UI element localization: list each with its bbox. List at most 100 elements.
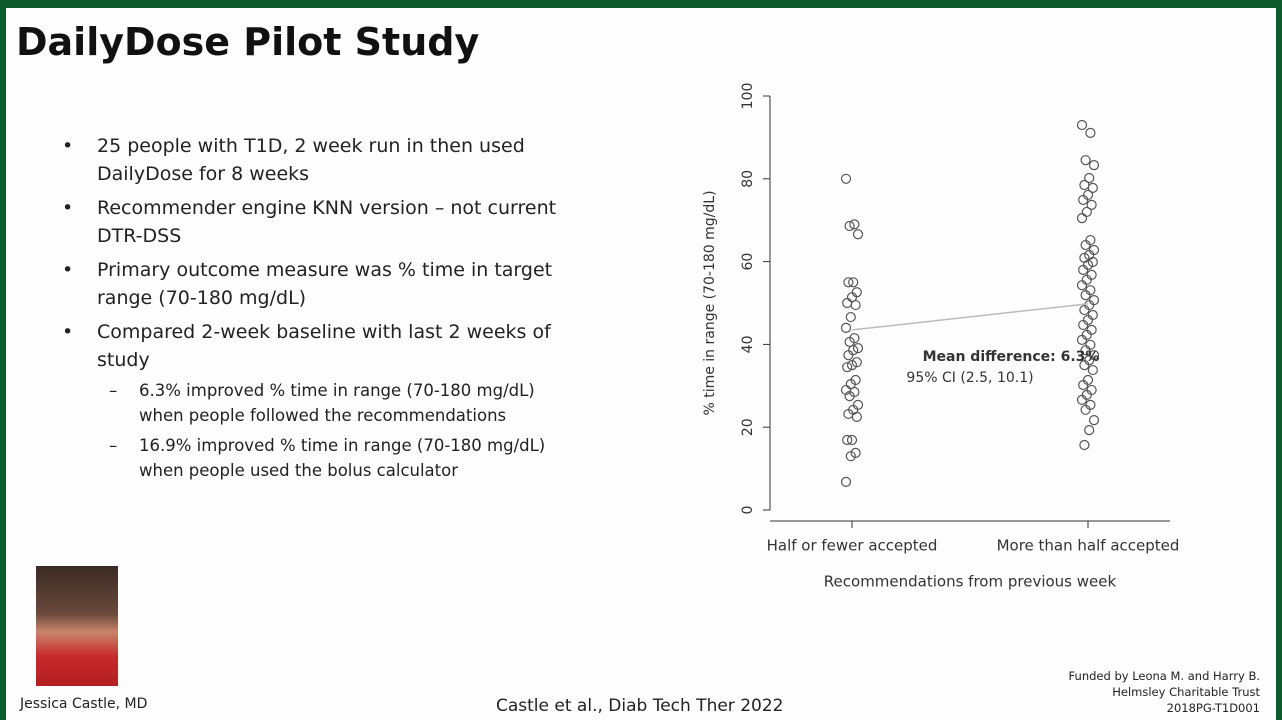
- data-point: [1087, 309, 1098, 321]
- data-point: [842, 434, 853, 446]
- funding-line: Helmsley Charitable Trust: [1112, 685, 1260, 699]
- presenter-photo: [36, 566, 118, 686]
- bullet: Recommender engine KNN version – not cur…: [62, 194, 562, 250]
- data-point: [1087, 182, 1098, 194]
- data-point: [1084, 299, 1095, 311]
- bullet-text: Compared 2-week baseline with last 2 wee…: [97, 321, 551, 371]
- data-point: [1084, 424, 1095, 436]
- data-point: [1079, 360, 1090, 371]
- data-point: [1078, 379, 1089, 391]
- data-point: [1078, 264, 1089, 275]
- data-point: [1079, 179, 1090, 191]
- data-point: [1079, 304, 1090, 316]
- data-point: [1085, 339, 1096, 350]
- data-point: [1085, 234, 1096, 246]
- sub-bullet-list: 6.3% improved % time in range (70-180 mg…: [97, 378, 577, 483]
- data-point: [842, 297, 853, 309]
- data-point: [1088, 415, 1100, 426]
- bullet-text: 25 people with T1D, 2 week run in then u…: [97, 135, 525, 185]
- funding: Funded by Leona M. and Harry B. Helmsley…: [1069, 668, 1260, 716]
- y-tick-label: 0: [740, 506, 756, 515]
- data-point: [840, 173, 852, 184]
- data-point: [1082, 374, 1094, 386]
- data-point: [1086, 199, 1097, 210]
- data-point: [1086, 269, 1097, 280]
- slide-title: DailyDose Pilot Study: [16, 20, 480, 64]
- funding-line: 2018PG-T1D001: [1166, 701, 1260, 715]
- data-point: [1078, 194, 1089, 206]
- data-point: [840, 476, 852, 487]
- data-point: [1080, 290, 1091, 301]
- data-point: [843, 277, 854, 288]
- data-point: [1076, 334, 1088, 345]
- data-point: [1080, 239, 1091, 251]
- data-point: [845, 451, 856, 462]
- data-point: [1076, 394, 1088, 405]
- data-point: [844, 391, 855, 402]
- data-point: [1080, 155, 1091, 166]
- data-point: [1086, 384, 1097, 396]
- sub-bullet-text: 16.9% improved % time in range (70-180 m…: [139, 436, 546, 480]
- data-point: [844, 336, 855, 348]
- data-point: [1079, 439, 1090, 451]
- x-tick-label: Half or fewer accepted: [767, 537, 938, 555]
- data-point: [1088, 244, 1100, 256]
- bullet: Primary outcome measure was % time in ta…: [62, 256, 562, 312]
- data-point: [1076, 119, 1088, 131]
- data-point: [1080, 404, 1091, 415]
- data-point: [852, 229, 864, 240]
- data-point: [1087, 364, 1098, 376]
- data-point: [1081, 389, 1092, 401]
- data-point: [1086, 324, 1097, 336]
- y-axis-label: % time in range (70-180 mg/dL): [702, 190, 718, 415]
- data-point: [848, 277, 859, 288]
- slide: DailyDose Pilot Study 25 people with T1D…: [6, 8, 1276, 720]
- data-point: [1081, 329, 1092, 340]
- sub-bullet-text: 6.3% improved % time in range (70-180 mg…: [139, 381, 535, 425]
- y-tick-label: 40: [740, 335, 756, 353]
- data-point: [1088, 295, 1100, 306]
- y-tick-label: 100: [740, 83, 756, 110]
- data-point: [1088, 160, 1100, 171]
- data-point: [1080, 345, 1091, 356]
- data-point: [1081, 274, 1092, 285]
- data-point: [852, 343, 864, 354]
- data-point: [843, 350, 854, 361]
- sub-bullet: 6.3% improved % time in range (70-180 mg…: [97, 378, 577, 428]
- bullet-text: Primary outcome measure was % time in ta…: [97, 259, 553, 309]
- data-point: [1085, 285, 1096, 296]
- presenter-name: Jessica Castle, MD: [20, 696, 148, 712]
- data-point: [1076, 213, 1088, 224]
- x-tick-label: More than half accepted: [997, 537, 1180, 555]
- bullet: 25 people with T1D, 2 week run in then u…: [62, 132, 562, 188]
- y-tick-label: 80: [740, 170, 756, 188]
- y-tick-label: 60: [740, 253, 756, 271]
- data-point: [849, 219, 860, 230]
- bullet-list: 25 people with T1D, 2 week run in then u…: [62, 132, 562, 489]
- data-point: [851, 411, 862, 422]
- data-point: [845, 311, 856, 323]
- data-point: [1085, 399, 1096, 410]
- x-axis-label: Recommendations from previous week: [824, 573, 1117, 591]
- data-point: [846, 434, 858, 446]
- data-point: [1078, 319, 1089, 331]
- y-tick-label: 20: [740, 418, 756, 436]
- funding-line: Funded by Leona M. and Harry B.: [1068, 669, 1260, 683]
- data-point: [851, 287, 862, 298]
- data-point: [1076, 280, 1088, 291]
- annotation-ci: 95% CI (2.5, 10.1): [906, 370, 1033, 386]
- data-point: [846, 360, 858, 371]
- sub-bullet: 16.9% improved % time in range (70-180 m…: [97, 433, 577, 483]
- data-point: [1082, 189, 1094, 201]
- data-point: [1085, 127, 1096, 138]
- data-point: [844, 220, 855, 232]
- data-point: [1084, 172, 1095, 184]
- data-point: [840, 322, 852, 333]
- citation: Castle et al., Diab Tech Ther 2022: [496, 696, 784, 716]
- data-point: [852, 399, 864, 410]
- bullet-text: Recommender engine KNN version – not cur…: [97, 197, 557, 247]
- data-point: [1081, 206, 1092, 218]
- annotation: Mean difference: 6.3%: [923, 349, 1100, 365]
